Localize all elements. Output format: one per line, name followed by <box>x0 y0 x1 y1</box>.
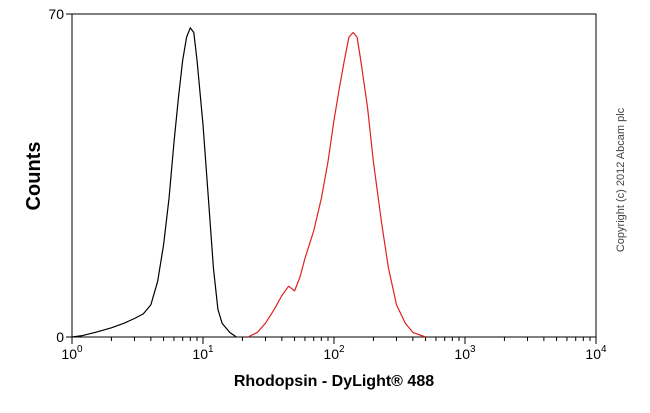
plot-frame <box>71 13 597 338</box>
histogram-series-1 <box>247 31 426 338</box>
x-tick-label: 102 <box>323 344 345 362</box>
x-tick-label: 103 <box>454 344 476 362</box>
x-tick-label: 100 <box>61 344 83 362</box>
copyright-notice: Copyright (c) 2012 Abcam plc <box>615 107 627 252</box>
y-axis-title: Counts <box>23 142 45 211</box>
x-axis-title: Rhodopsin - DyLight® 488 <box>234 373 434 390</box>
y-tick-label: 70 <box>48 6 64 22</box>
y-tick-label: 0 <box>56 329 64 345</box>
x-tick-label: 104 <box>585 344 607 362</box>
x-tick-label: 101 <box>192 344 214 362</box>
histogram-series-0 <box>71 27 237 338</box>
